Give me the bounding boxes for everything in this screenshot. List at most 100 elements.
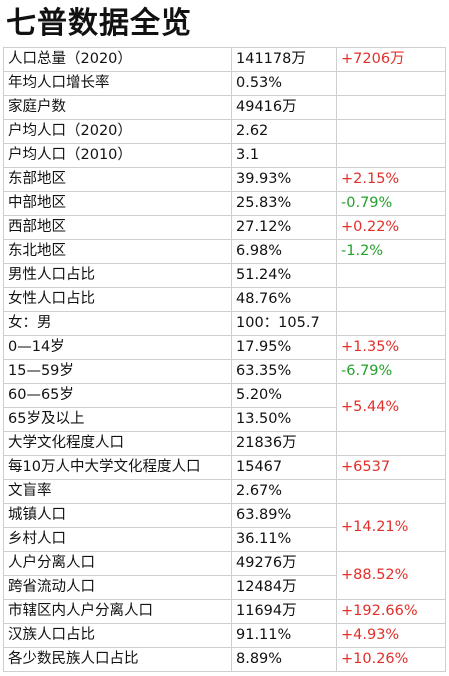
row-label: 15—59岁 [3,359,232,384]
row-value: 25.83% [231,191,337,216]
row-change: -0.79% [336,191,446,216]
table-row: 户均人口（2020） 2.62 [3,119,446,144]
row-label: 乡村人口 [3,527,232,552]
row-label: 人口总量（2020） [3,47,232,72]
row-value: 21836万 [231,431,337,456]
table-row: 60—65岁 5.20% +5.44% [3,383,446,432]
table-row: 女性人口占比 48.76% [3,287,446,312]
table-row: 人户分离人口 49276万 +88.52% [3,551,446,600]
row-label: 每10万人中大学文化程度人口 [3,455,232,480]
row-change: +0.22% [336,215,446,240]
row-change [336,311,446,336]
row-label: 西部地区 [3,215,232,240]
table-body: 人口总量（2020） 141178万 +7206万 年均人口增长率 0.53% 家庭户数 4… [3,47,446,672]
row-value: 141178万 [231,47,337,72]
row-change: +88.52% [336,551,446,600]
row-label: 城镇人口 [3,503,232,528]
row-label: 年均人口增长率 [3,71,232,96]
row-label: 大学文化程度人口 [3,431,232,456]
row-label: 女性人口占比 [3,287,232,312]
row-value: 63.89% [231,503,337,528]
row-label: 户均人口（2020） [3,119,232,144]
table-row: 人口总量（2020） 141178万 +7206万 [3,47,446,72]
row-label: 东部地区 [3,167,232,192]
table-row: 中部地区 25.83% -0.79% [3,191,446,216]
table-row: 每10万人中大学文化程度人口 15467 +6537 [3,455,446,480]
row-label: 人户分离人口 [3,551,232,576]
row-change: +6537 [336,455,446,480]
row-value: 39.93% [231,167,337,192]
row-change: -6.79% [336,359,446,384]
row-label: 市辖区内人户分离人口 [3,599,232,624]
row-value: 11694万 [231,599,337,624]
table-row: 女：男 100：105.7 [3,311,446,336]
row-label: 汉族人口占比 [3,623,232,648]
table-row: 东北地区 6.98% -1.2% [3,239,446,264]
row-value: 36.11% [231,527,337,552]
row-change [336,479,446,504]
row-change [336,71,446,96]
row-value: 3.1 [231,143,337,168]
row-value: 49276万 [231,551,337,576]
row-value: 12484万 [231,575,337,600]
row-value: 49416万 [231,95,337,120]
row-value: 27.12% [231,215,337,240]
table-row: 0—14岁 17.95% +1.35% [3,335,446,360]
row-change: +10.26% [336,647,446,672]
row-change: +14.21% [336,503,446,552]
table-row: 户均人口（2010） 3.1 [3,143,446,168]
row-value: 0.53% [231,71,337,96]
table-row: 跨省流动人口 12484万 [3,575,446,600]
row-change: +7206万 [336,47,446,72]
table-row: 文盲率 2.67% [3,479,446,504]
table-row: 西部地区 27.12% +0.22% [3,215,446,240]
row-change: +2.15% [336,167,446,192]
row-value: 63.35% [231,359,337,384]
row-value: 8.89% [231,647,337,672]
table-row: 东部地区 39.93% +2.15% [3,167,446,192]
row-value: 100：105.7 [231,311,337,336]
row-value: 2.67% [231,479,337,504]
row-label: 东北地区 [3,239,232,264]
row-change: +1.35% [336,335,446,360]
row-value: 5.20% [231,383,337,408]
table-row: 15—59岁 63.35% -6.79% [3,359,446,384]
row-value: 13.50% [231,407,337,432]
row-label: 0—14岁 [3,335,232,360]
row-label: 60—65岁 [3,383,232,408]
table-row: 年均人口增长率 0.53% [3,71,446,96]
row-label: 中部地区 [3,191,232,216]
row-change [336,143,446,168]
row-value: 6.98% [231,239,337,264]
census-data-table: 人口总量（2020） 141178万 +7206万 年均人口增长率 0.53% 家庭户数 4… [3,47,446,672]
row-change [336,431,446,456]
table-row: 城镇人口 63.89% +14.21% [3,503,446,552]
row-label: 各少数民族人口占比 [3,647,232,672]
row-change [336,95,446,120]
row-label: 女：男 [3,311,232,336]
row-value: 91.11% [231,623,337,648]
table-row: 市辖区内人户分离人口 11694万 +192.66% [3,599,446,624]
table-row: 各少数民族人口占比 8.89% +10.26% [3,647,446,672]
row-change [336,263,446,288]
row-label: 跨省流动人口 [3,575,232,600]
row-change [336,287,446,312]
row-value: 2.62 [231,119,337,144]
page-title: 七普数据全览 [6,6,192,41]
table-row: 男性人口占比 51.24% [3,263,446,288]
row-change [336,119,446,144]
table-row: 家庭户数 49416万 [3,95,446,120]
row-label: 文盲率 [3,479,232,504]
table-row: 65岁及以上 13.50% [3,407,446,432]
row-label: 家庭户数 [3,95,232,120]
row-label: 户均人口（2010） [3,143,232,168]
table-row: 大学文化程度人口 21836万 [3,431,446,456]
table-row: 汉族人口占比 91.11% +4.93% [3,623,446,648]
row-label: 65岁及以上 [3,407,232,432]
row-change: +4.93% [336,623,446,648]
row-change: -1.2% [336,239,446,264]
row-label: 男性人口占比 [3,263,232,288]
row-value: 48.76% [231,287,337,312]
row-change: +5.44% [336,383,446,432]
row-value: 15467 [231,455,337,480]
